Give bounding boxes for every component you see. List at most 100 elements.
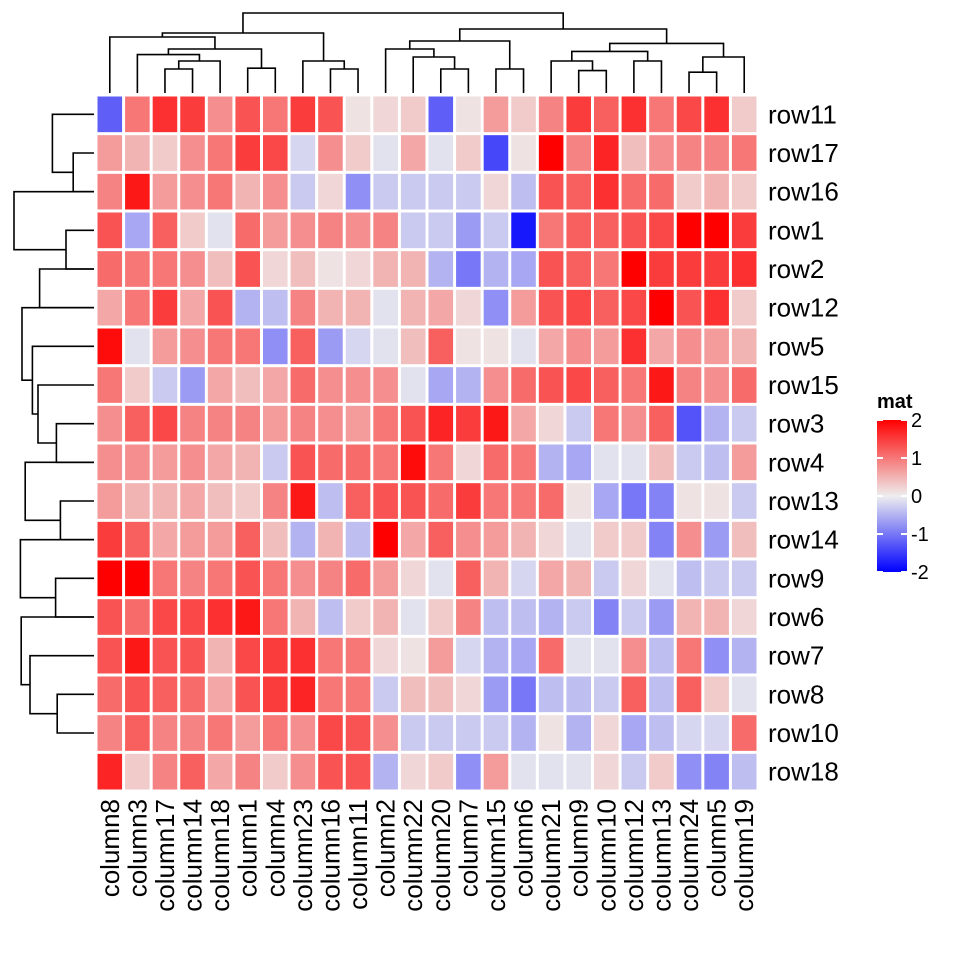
heatmap-cell: [594, 599, 619, 635]
heatmap-cell: [594, 135, 619, 171]
heatmap-cell: [263, 753, 288, 790]
heatmap-cell: [207, 212, 233, 249]
row-label: row12: [768, 293, 839, 323]
heatmap-cell: [97, 367, 123, 403]
heatmap-cell: [483, 328, 509, 365]
heatmap-cell: [428, 289, 454, 326]
row-dendrogram-link: [13, 190, 94, 251]
heatmap-cell: [125, 251, 150, 287]
heatmap-cell: [566, 135, 591, 171]
heatmap-cell: [400, 560, 426, 597]
heatmap-cell: [318, 483, 343, 519]
heatmap-cell: [125, 289, 150, 326]
heatmap-cell: [483, 637, 509, 674]
heatmap-cell: [483, 560, 509, 597]
heatmap-cell: [97, 560, 123, 597]
heatmap-cell: [318, 212, 343, 249]
heatmap-cell: [318, 637, 343, 674]
heatmap-cell: [318, 135, 343, 171]
row-label: row11: [768, 99, 837, 129]
row-label: row18: [768, 757, 839, 787]
heatmap-cell: [594, 405, 619, 442]
heatmap-cell: [594, 637, 619, 674]
heatmap-cell: [594, 715, 619, 751]
heatmap-cell: [566, 444, 591, 481]
heatmap-cell: [235, 328, 260, 365]
heatmap-cell: [428, 483, 454, 519]
legend-tick-label: -1: [911, 524, 929, 546]
column-dendrogram-link: [633, 60, 663, 93]
heatmap-cell: [152, 676, 178, 713]
heatmap-cell: [428, 135, 454, 171]
heatmap-cell: [676, 483, 702, 519]
heatmap-cell: [235, 637, 260, 674]
heatmap-cell: [290, 367, 316, 403]
heatmap-cell: [290, 328, 316, 365]
heatmap-cell: [400, 251, 426, 287]
heatmap-cell: [235, 483, 260, 519]
heatmap-cell: [318, 676, 343, 713]
row-label: row17: [768, 138, 839, 168]
heatmap-cell: [456, 251, 481, 287]
heatmap-cell: [621, 367, 647, 403]
heatmap-cell: [676, 96, 702, 133]
heatmap-cell: [704, 96, 729, 133]
heatmap-cell: [511, 676, 536, 713]
heatmap-cell: [538, 405, 564, 442]
heatmap-cell: [456, 444, 481, 481]
heatmap-cell: [125, 212, 150, 249]
column-label: column5: [702, 799, 732, 897]
heatmap-cell: [125, 560, 150, 597]
heatmap-cell: [125, 96, 150, 133]
heatmap-cell: [649, 715, 674, 751]
heatmap-cell: [152, 405, 178, 442]
heatmap-cell: [483, 173, 509, 210]
heatmap-cell: [318, 753, 343, 790]
heatmap-cell: [511, 289, 536, 326]
heatmap-cell: [704, 328, 729, 365]
heatmap-cell: [649, 637, 674, 674]
heatmap-cell: [290, 715, 316, 751]
column-dendrogram-link: [495, 68, 525, 93]
heatmap-cell: [649, 560, 674, 597]
heatmap-cell: [649, 599, 674, 635]
heatmap-cell: [152, 637, 178, 674]
heatmap-cell: [180, 212, 205, 249]
heatmap-cell: [318, 251, 343, 287]
heatmap-cell: [621, 96, 647, 133]
heatmap-cell: [649, 251, 674, 287]
column-label: column8: [95, 799, 125, 897]
heatmap-cell: [456, 96, 481, 133]
heatmap-cell: [400, 521, 426, 558]
heatmap-cell: [235, 444, 260, 481]
heatmap-cell: [152, 328, 178, 365]
heatmap-cell: [180, 251, 205, 287]
heatmap-cell: [428, 251, 454, 287]
heatmap-cell: [511, 96, 536, 133]
heatmap-cell: [594, 173, 619, 210]
heatmap-cell: [180, 173, 205, 210]
heatmap-cell: [621, 444, 647, 481]
heatmap-cell: [290, 599, 316, 635]
heatmap-cell: [428, 444, 454, 481]
heatmap-cell: [235, 753, 260, 790]
heatmap-cell: [566, 289, 591, 326]
row-label: row9: [768, 563, 824, 593]
heatmap-cell: [428, 212, 454, 249]
heatmap-cell: [345, 483, 371, 519]
heatmap-cell: [731, 753, 757, 790]
heatmap-cell: [345, 637, 371, 674]
heatmap-cell: [731, 676, 757, 713]
heatmap-cell: [263, 289, 288, 326]
heatmap-cell: [373, 212, 398, 249]
heatmap-cell: [180, 135, 205, 171]
heatmap-cell: [318, 328, 343, 365]
heatmap-cell: [207, 289, 233, 326]
row-dendrogram-link: [65, 229, 94, 270]
heatmap-cell: [318, 444, 343, 481]
heatmap-cell: [731, 328, 757, 365]
heatmap-cell: [290, 289, 316, 326]
heatmap-cell: [235, 521, 260, 558]
heatmap-cell: [621, 135, 647, 171]
heatmap-cell: [456, 483, 481, 519]
